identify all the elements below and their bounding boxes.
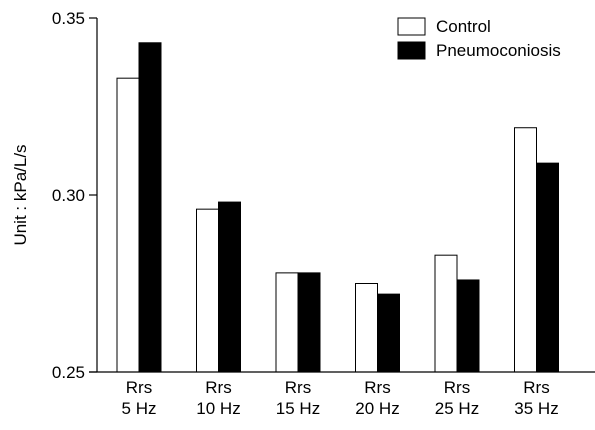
x-tick-label: 25 Hz bbox=[435, 399, 479, 418]
axes-group: Rrs 5 Hz Rrs 10 Hz Rrs 15 Hz Rrs 20 Hz Rrs 25 Hz R… bbox=[52, 9, 595, 418]
y-tick-label: 0.35 bbox=[52, 9, 85, 28]
legend-swatch-control bbox=[397, 17, 426, 36]
bar-control-1 bbox=[116, 77, 140, 373]
legend-label-control: Control bbox=[436, 17, 491, 36]
x-tick-label: Rrs bbox=[444, 378, 470, 397]
x-tick-label: Rrs bbox=[126, 378, 152, 397]
bar-pneumoconiosis-4 bbox=[377, 293, 400, 373]
bar-pneumoconiosis-5 bbox=[456, 279, 480, 373]
x-tick-label: 35 Hz bbox=[514, 399, 558, 418]
x-tick-label: Rrs bbox=[285, 378, 311, 397]
y-tick-label: 0.25 bbox=[52, 363, 85, 382]
bar-pneumoconiosis-2 bbox=[218, 201, 241, 373]
legend-label-pneumoconiosis: Pneumoconiosis bbox=[436, 41, 561, 60]
x-tick-label: 15 Hz bbox=[276, 399, 320, 418]
bar-pneumoconiosis-1 bbox=[138, 42, 162, 373]
x-tick-label: 20 Hz bbox=[355, 399, 399, 418]
bars-group bbox=[116, 42, 559, 373]
y-axis-label: Unit : kPa/L/s bbox=[11, 144, 30, 245]
y-tick-label: 0.30 bbox=[52, 186, 85, 205]
x-tick-label: 5 Hz bbox=[122, 399, 157, 418]
bar-control-5 bbox=[434, 254, 458, 373]
bar-control-4 bbox=[355, 283, 378, 373]
x-tick-label: Rrs bbox=[364, 378, 390, 397]
bar-pneumoconiosis-6 bbox=[536, 162, 559, 373]
legend-swatch-pneumoconiosis bbox=[397, 41, 426, 60]
legend: Control Pneumoconiosis bbox=[397, 17, 561, 60]
bar-control-6 bbox=[514, 127, 537, 373]
bar-pneumoconiosis-3 bbox=[297, 272, 321, 373]
x-tick-label: 10 Hz bbox=[196, 399, 240, 418]
x-tick-label: Rrs bbox=[205, 378, 231, 397]
bar-control-3 bbox=[275, 272, 299, 373]
x-tick-label: Rrs bbox=[523, 378, 549, 397]
bar-control-2 bbox=[196, 208, 219, 373]
